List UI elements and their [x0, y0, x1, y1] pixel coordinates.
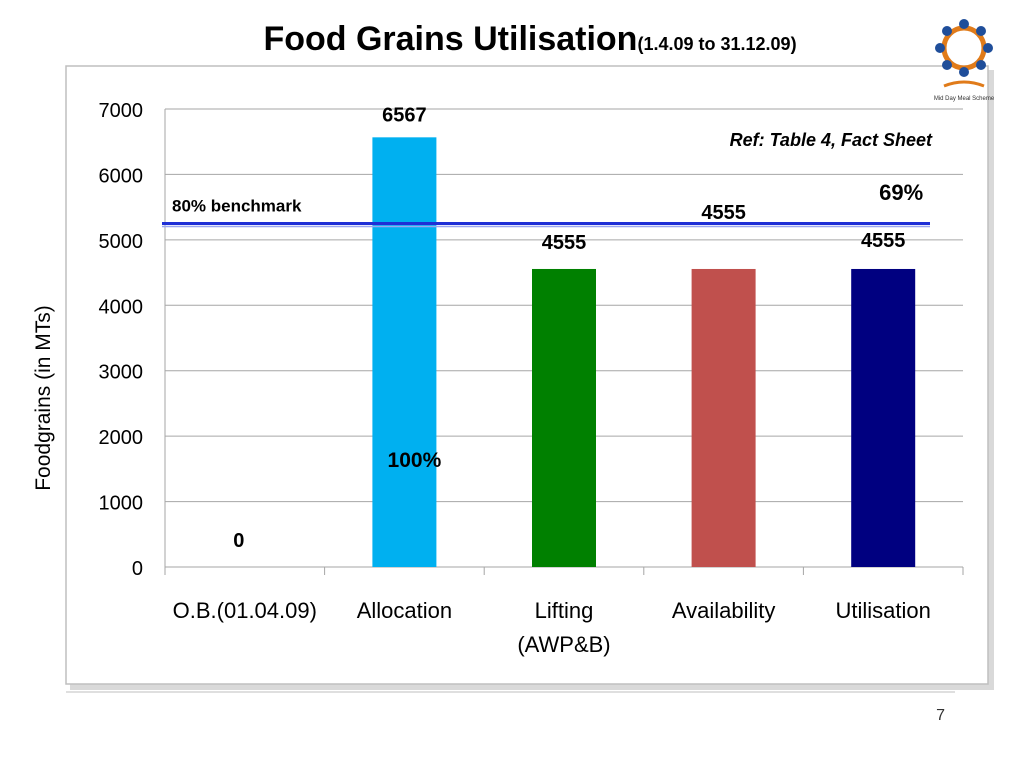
y-tick-label: 6000 [99, 165, 144, 187]
logo-dot [959, 67, 969, 77]
y-tick-label: 3000 [99, 362, 144, 384]
chart-title: Food Grains Utilisation [263, 20, 638, 58]
chart-frame [65, 65, 989, 685]
benchmark-label: 80% benchmark [172, 197, 302, 216]
x-tick-label: Allocation [356, 598, 453, 623]
x-tick-label: O.B.(01.04.09) [172, 598, 317, 623]
bar [691, 268, 756, 567]
y-tick-label: 7000 [99, 100, 144, 122]
logo-dot [976, 26, 986, 36]
x-tick-label: Utilisation [835, 598, 931, 623]
logo-dot [983, 43, 993, 53]
percent-annotation: 69% [879, 180, 923, 205]
value-label: 0 [233, 530, 244, 552]
y-tick-label: 4000 [99, 296, 144, 318]
chart-subtitle: (1.4.09 to 31.12.09) [637, 34, 797, 54]
value-label: 4555 [701, 202, 746, 224]
y-tick-label: 2000 [99, 427, 144, 449]
reference-note: Ref: Table 4, Fact Sheet [730, 130, 933, 150]
value-label: 4555 [861, 230, 906, 252]
logo-book [943, 80, 985, 88]
y-tick-label: 1000 [99, 493, 144, 515]
logo-dot [942, 60, 952, 70]
logo-dot [976, 60, 986, 70]
logo: Mid Day Meal Scheme [934, 19, 995, 102]
value-label: 6567 [382, 104, 427, 126]
x-tick-label: Availability [671, 598, 776, 623]
bar [532, 268, 596, 567]
bar [372, 137, 437, 567]
title-block: Food Grains Utilisation(1.4.09 to 31.12.… [150, 20, 910, 59]
x-tick-label: Lifting (AWP&B) [517, 598, 611, 657]
logo-dot [942, 26, 952, 36]
y-tick-label: 5000 [99, 231, 144, 253]
logo-dot [959, 19, 969, 29]
page-number: 7 [936, 707, 945, 724]
y-tick-label: 0 [132, 558, 143, 580]
bar [851, 268, 916, 567]
value-label: 4555 [542, 232, 587, 254]
percent-annotation: 100% [388, 449, 442, 472]
logo-text: Mid Day Meal Scheme [934, 96, 995, 102]
logo-dot [935, 43, 945, 53]
y-axis-label: Foodgrains (in MTs) [32, 305, 55, 491]
